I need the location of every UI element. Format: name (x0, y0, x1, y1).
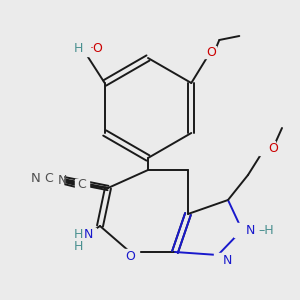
Text: C: C (78, 178, 86, 191)
Bar (75, 178, 89, 191)
Bar (51, 175, 63, 187)
Text: C: C (44, 172, 53, 184)
Text: H: H (73, 229, 83, 242)
Text: N: N (246, 224, 255, 236)
Bar (45, 172, 63, 184)
Bar (121, 249, 139, 263)
Text: –H: –H (258, 224, 274, 236)
Text: O: O (125, 250, 135, 263)
Bar (70, 42, 96, 56)
Text: H: H (73, 43, 83, 56)
Text: N: N (30, 172, 40, 184)
Text: O: O (206, 46, 216, 59)
Text: O: O (268, 142, 278, 154)
Bar (68, 228, 96, 252)
Text: ·O: ·O (90, 43, 104, 56)
Text: N: N (83, 229, 93, 242)
Text: H: H (73, 241, 83, 254)
Bar (214, 253, 230, 267)
Bar (234, 223, 262, 237)
Bar (259, 141, 275, 155)
Text: N: N (223, 254, 232, 266)
Text: N: N (58, 175, 68, 188)
Bar (204, 46, 216, 58)
